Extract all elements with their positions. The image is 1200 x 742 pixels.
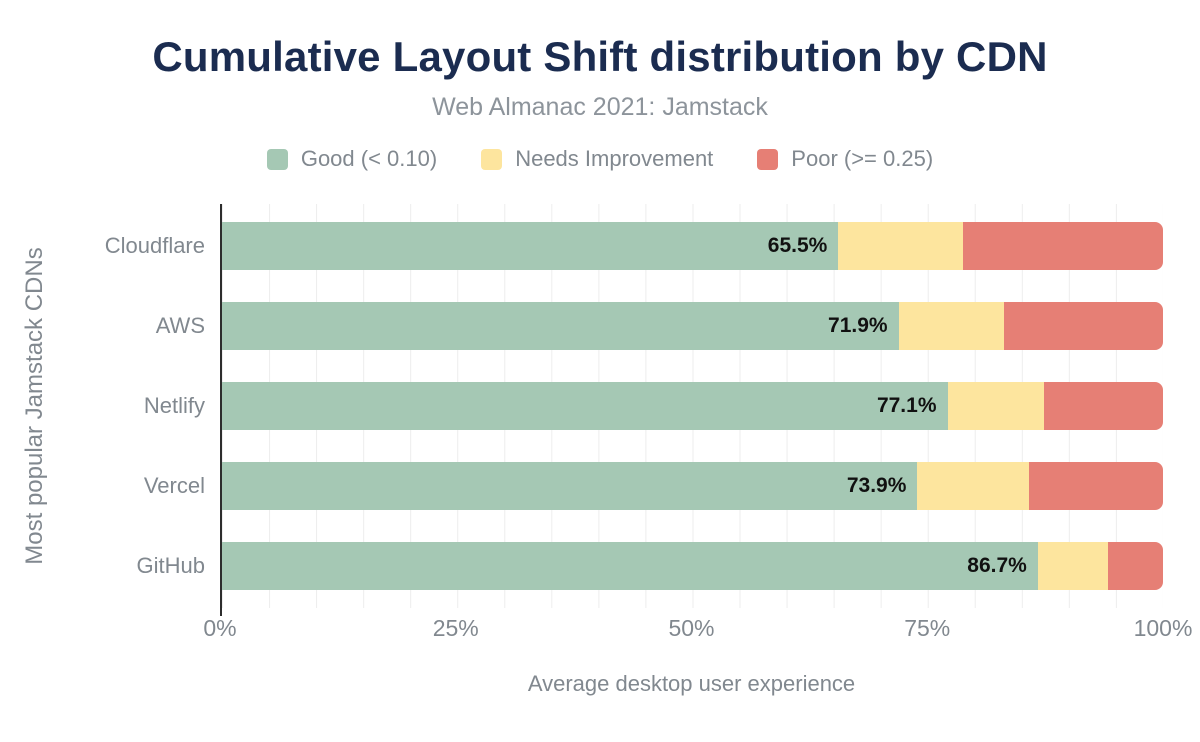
bar-segment-needs-improvement-cloudflare <box>838 222 963 270</box>
y-axis-label-vercel: Vercel <box>143 473 205 498</box>
y-axis-labels: Cloudflare AWS Netlify Vercel GitHub <box>70 204 220 608</box>
bar-segment-good-0-10-github: 86.7% <box>222 542 1038 590</box>
legend: Good (< 0.10) Needs Improvement Poor (>= 0… <box>0 144 1200 174</box>
x-axis-tick-50: 50% <box>668 615 715 641</box>
bar-segment-poor-0-25-vercel <box>1029 462 1163 510</box>
bar-row-github: 86.7% <box>222 526 1163 606</box>
bar-value-label-cloudflare: 65.5% <box>767 234 828 257</box>
y-axis-label-netlify: Netlify <box>143 393 205 418</box>
x-axis-title: Average desktop user experience <box>527 671 856 696</box>
legend-item-needs-improvement: Needs Improvement <box>481 146 713 172</box>
y-axis-label-github: GitHub <box>136 553 205 578</box>
y-axis-label-cloudflare: Cloudflare <box>104 233 205 258</box>
legend-swatch-needs-improvement-icon <box>481 148 503 170</box>
bar-segment-good-0-10-cloudflare: 65.5% <box>222 222 839 270</box>
bar-row-vercel: 73.9% <box>222 446 1163 526</box>
bar-segment-needs-improvement-vercel <box>917 462 1030 510</box>
x-axis-ticks: 0% 25% 50% 75% 100% <box>203 615 1192 645</box>
legend-label: Needs Improvement <box>515 146 714 171</box>
plot-area: 65.5% 71.9% 77.1% 73.9% 86.7% <box>220 204 1163 616</box>
y-axis-title-column: Most popular Jamstack CDNs <box>0 204 70 608</box>
bar-row-aws: 71.9% <box>222 286 1163 366</box>
legend-label: Good (< 0.10) <box>300 146 438 171</box>
legend-item-poor-0-25: Poor (>= 0.25) <box>757 146 933 172</box>
x-axis-tick-100: 100% <box>1133 615 1193 641</box>
bar-segment-needs-improvement-aws <box>898 302 1004 350</box>
chart-title: Cumulative Layout Shift distribution by … <box>152 33 1048 80</box>
bar-segment-poor-0-25-netlify <box>1044 382 1163 430</box>
legend-swatch-poor-0-25-icon <box>757 148 779 170</box>
bar-row-cloudflare: 65.5% <box>222 206 1163 286</box>
y-axis-label-aws: AWS <box>155 313 205 338</box>
bar-segment-poor-0-25-cloudflare <box>962 222 1163 270</box>
x-axis-tick-0: 0% <box>203 615 237 641</box>
bar-segment-poor-0-25-github <box>1108 542 1163 590</box>
bar-segment-good-0-10-vercel: 73.9% <box>222 462 918 510</box>
x-axis-tick-75: 75% <box>904 615 951 641</box>
chart-subtitle: Web Almanac 2021: Jamstack <box>432 93 768 121</box>
y-axis-title: Most popular Jamstack CDNs <box>21 247 48 565</box>
bar-value-label-netlify: 77.1% <box>876 394 937 417</box>
bar-segment-good-0-10-aws: 71.9% <box>222 302 899 350</box>
bar-row-netlify: 77.1% <box>222 366 1163 446</box>
bar-segment-poor-0-25-aws <box>1003 302 1163 350</box>
bar-segment-good-0-10-netlify: 77.1% <box>222 382 948 430</box>
legend-item-good-0-10: Good (< 0.10) <box>266 146 438 172</box>
plot-column: 65.5% 71.9% 77.1% 73.9% 86.7% 0% 25% 50% 75% 100… <box>203 204 1192 697</box>
legend-swatch-good-0-10-icon <box>266 148 288 170</box>
bar-segment-needs-improvement-github <box>1037 542 1109 590</box>
bar-value-label-aws: 71.9% <box>828 314 888 337</box>
chart-body: Most popular Jamstack CDNs Cloudflare AWS… <box>0 204 1200 697</box>
bar-segment-needs-improvement-netlify <box>947 382 1045 430</box>
x-axis-tick-25: 25% <box>432 615 479 641</box>
bar-value-label-github: 86.7% <box>967 554 1027 577</box>
legend-label: Poor (>= 0.25) <box>791 146 934 171</box>
bar-value-label-vercel: 73.9% <box>846 474 907 497</box>
